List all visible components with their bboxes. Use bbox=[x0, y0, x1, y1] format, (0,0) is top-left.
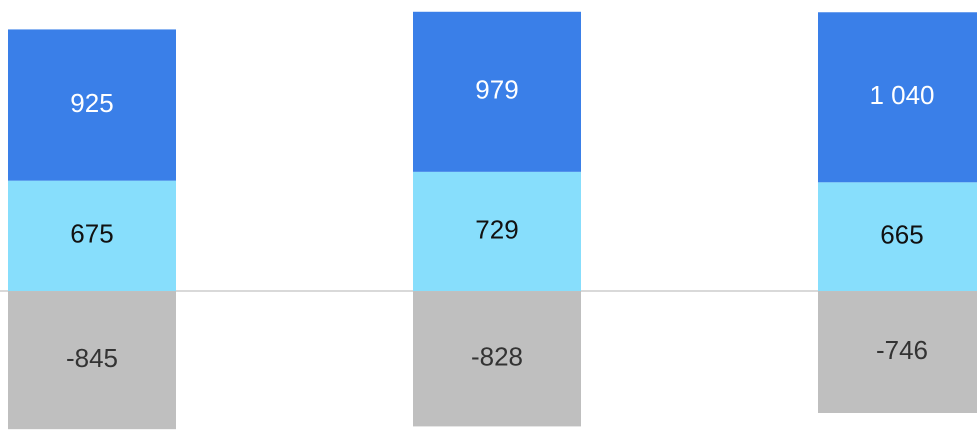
bar-segment bbox=[8, 291, 176, 430]
bar-segment bbox=[413, 291, 581, 427]
data-label: 675 bbox=[70, 219, 113, 249]
data-label: 665 bbox=[880, 220, 923, 250]
bar-segment bbox=[8, 180, 176, 292]
data-label: 979 bbox=[475, 75, 518, 105]
bar-segment bbox=[413, 171, 581, 292]
data-label: -746 bbox=[876, 335, 928, 365]
bar-segment bbox=[818, 182, 977, 292]
data-label: 729 bbox=[475, 214, 518, 244]
bar-segment bbox=[8, 29, 176, 181]
data-label: 1 040 bbox=[869, 80, 934, 110]
bar-segment bbox=[413, 11, 581, 172]
data-label: -828 bbox=[471, 342, 523, 372]
bar-segment bbox=[818, 12, 977, 183]
data-label: -845 bbox=[66, 343, 118, 373]
data-label: 925 bbox=[70, 88, 113, 118]
bar-segment bbox=[818, 291, 977, 413]
